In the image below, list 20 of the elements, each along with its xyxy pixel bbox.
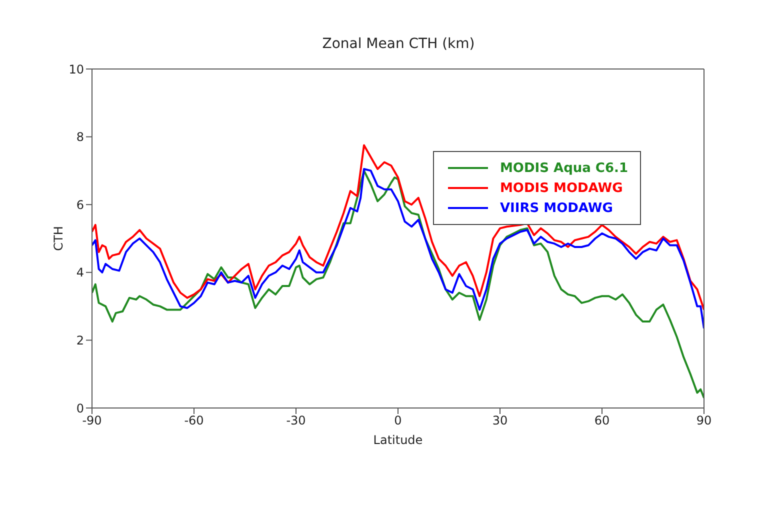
x-tick-label: -60 <box>184 414 204 428</box>
legend-label: VIIRS MODAWG <box>500 200 613 216</box>
y-axis-title: CTH <box>51 226 66 251</box>
x-tick-label: 30 <box>492 414 508 428</box>
x-axis-title: Latitude <box>373 433 423 447</box>
x-tick-label: -90 <box>82 414 102 428</box>
x-tick-label: 60 <box>594 414 610 428</box>
line-series <box>92 144 704 311</box>
y-tick-label: 10 <box>68 62 84 76</box>
legend-label: MODIS MODAWG <box>500 180 623 196</box>
y-tick-label: 8 <box>76 130 84 144</box>
y-tick-label: 0 <box>76 401 84 416</box>
chart-title: Zonal Mean CTH (km) <box>321 36 476 52</box>
y-tick-label: 6 <box>76 198 84 212</box>
x-tick-label: -30 <box>286 414 306 428</box>
y-tick-label: 4 <box>76 266 84 280</box>
x-tick-label: 90 <box>696 414 712 428</box>
x-tick-label: 0 <box>394 414 402 428</box>
y-tick-label: 2 <box>76 333 84 348</box>
legend-label: MODIS Aqua C6.1 <box>500 160 628 176</box>
